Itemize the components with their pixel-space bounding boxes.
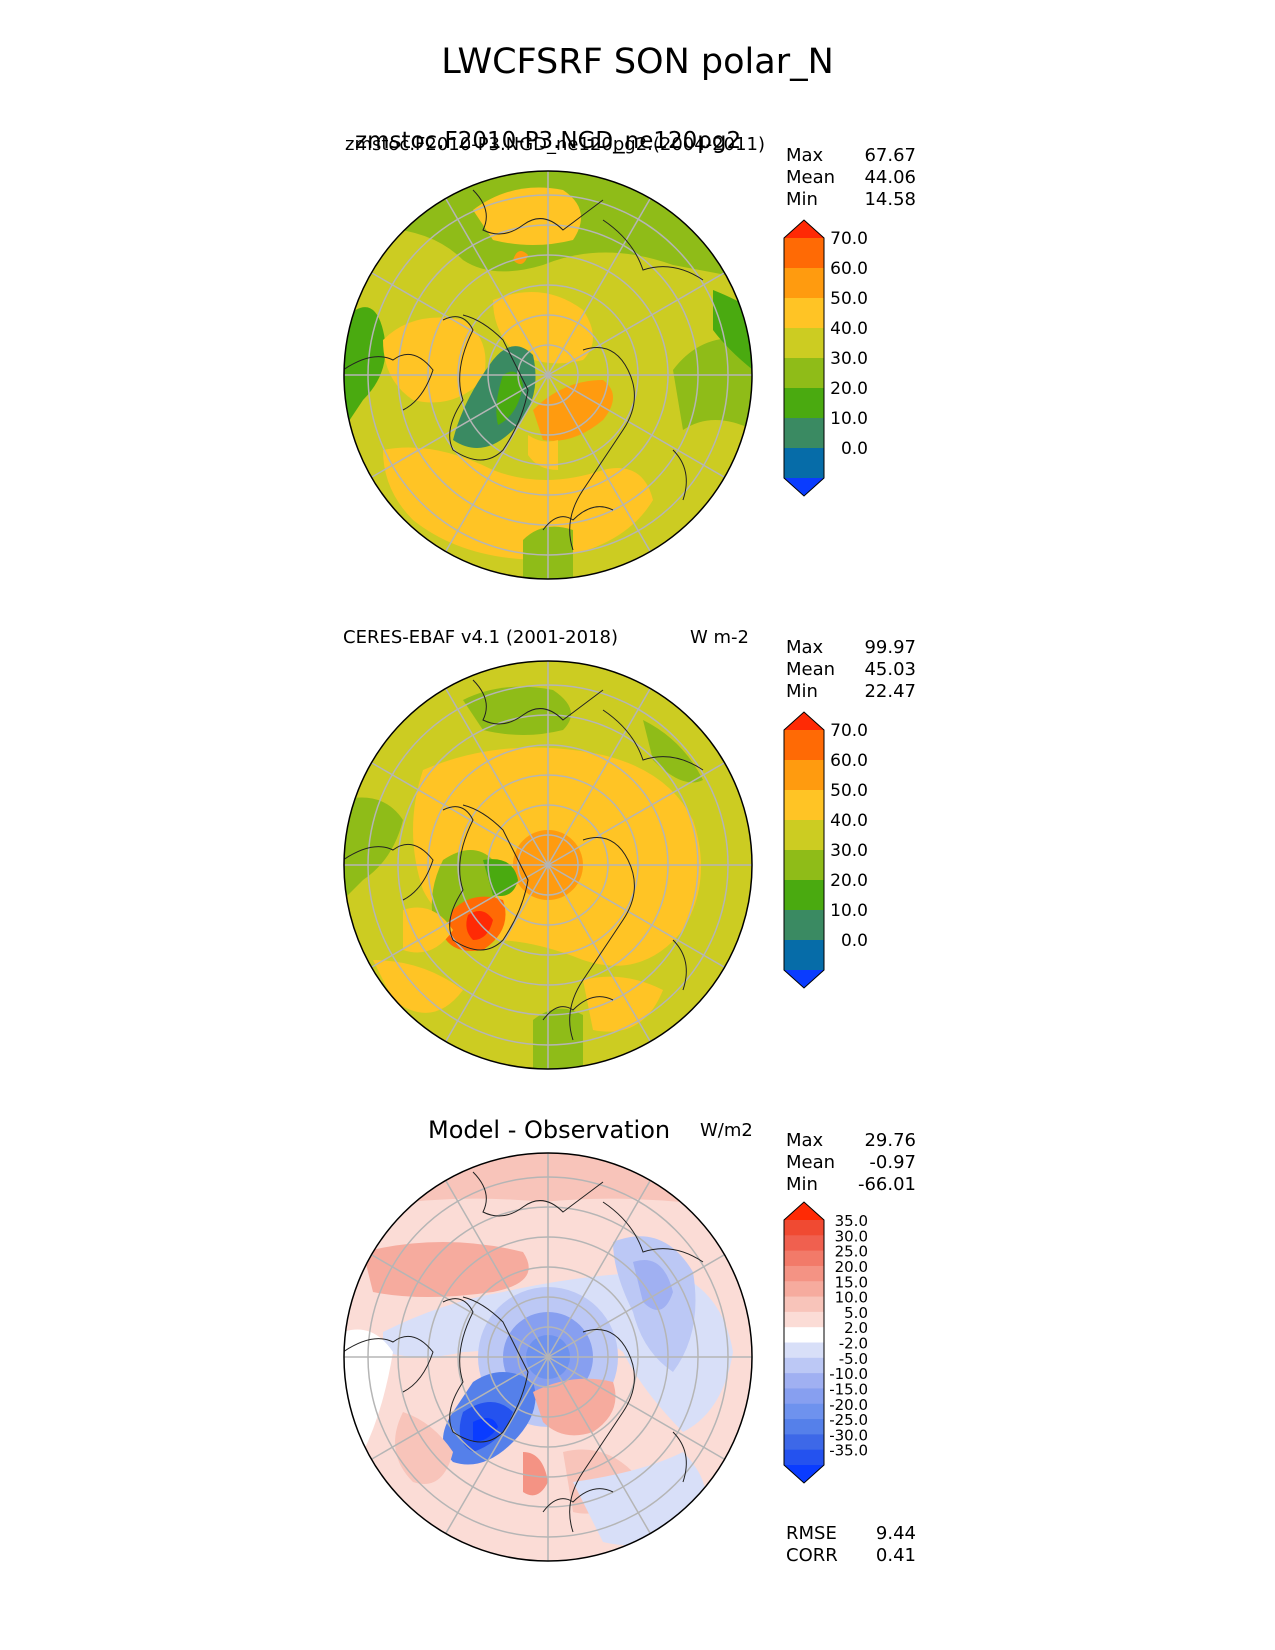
- colorbar-segment: [784, 850, 824, 881]
- colorbar-segment: [784, 1357, 824, 1374]
- colorbar-outline: [783, 219, 825, 497]
- colorbar-segment: [784, 298, 824, 329]
- colorbar-tick-label: -20.0: [829, 1396, 868, 1414]
- colorbar-tick-label: 0.0: [841, 931, 868, 951]
- colorbar-tick-label: 10.0: [835, 1289, 868, 1307]
- colorbar-segment: [784, 1419, 824, 1435]
- colorbar-tick-label: 50.0: [830, 781, 868, 801]
- panel-1-stat-mean: Mean 44.06: [786, 167, 916, 188]
- colorbar-tick-label: -30.0: [829, 1426, 868, 1444]
- colorbar-segment: [784, 1388, 824, 1405]
- panel-3-title: Model - Observation: [428, 1116, 671, 1144]
- colorbar-segment: [784, 328, 824, 359]
- colorbar-tick-label: 15.0: [835, 1273, 868, 1291]
- colorbar-segment: [784, 730, 824, 761]
- panel-1-stat-min: Min 14.58: [786, 189, 916, 210]
- panel-1-stat-max: Max 67.67: [786, 145, 916, 166]
- colorbar-extend-min: [784, 970, 824, 988]
- colorbar-segment: [784, 448, 824, 479]
- colorbar-outline: [783, 711, 825, 989]
- panel-2-stat-max: Max 99.97: [786, 637, 916, 658]
- colorbar-segment: [784, 268, 824, 299]
- colorbar-tick-label: -15.0: [829, 1380, 868, 1398]
- colorbar-segment: [784, 760, 824, 791]
- colorbar-tick-label: 60.0: [830, 751, 868, 771]
- colorbar-outline: [783, 1201, 825, 1484]
- colorbar-segment: [784, 418, 824, 449]
- colorbar-tick-label: 60.0: [830, 259, 868, 279]
- colorbar-tick-label: -5.0: [839, 1350, 868, 1368]
- panel-3-stat-corr: CORR 0.41: [786, 1545, 916, 1566]
- colorbar-segment: [784, 910, 824, 941]
- colorbar-tick-label: 80.0: [830, 218, 868, 219]
- colorbar-tick-label: 70.0: [830, 721, 868, 741]
- colorbar-tick-label: 30.0: [830, 349, 868, 369]
- panel-3-stat-mean: Mean -0.97: [786, 1152, 916, 1173]
- colorbar-tick-label: 20.0: [830, 379, 868, 399]
- panel-1-colorbar: 0.0 10.0 20.0 30.0 40.0 50.0 60.0 70.0 80.0: [783, 218, 868, 497]
- colorbar-tick-label: 5.0: [844, 1304, 868, 1322]
- colorbar-tick-label: 30.0: [835, 1227, 868, 1245]
- panel-3-colorbar: -35.0-30.0-25.0-20.0-15.0-10.0-5.0-2.02.…: [783, 1201, 868, 1484]
- colorbar-tick-label: 80.0: [830, 710, 868, 711]
- colorbar-tick-label: 10.0: [830, 901, 868, 921]
- panel-2-map: [343, 660, 753, 1070]
- colorbar-segment: [784, 388, 824, 419]
- colorbar-segment: [784, 1265, 824, 1282]
- colorbar-segment: [784, 1373, 824, 1389]
- panel-3-units: W/m2: [700, 1120, 753, 1141]
- colorbar-segment: [784, 1250, 824, 1267]
- colorbar-extend-max: [784, 1202, 824, 1220]
- panel-1-map: [343, 170, 753, 580]
- colorbar-segment: [784, 1296, 824, 1313]
- colorbar-segment: [784, 820, 824, 851]
- colorbar-segment: [784, 1342, 824, 1359]
- panel-2-stat-min: Min 22.47: [786, 681, 916, 702]
- colorbar-extend-min: [784, 478, 824, 496]
- colorbar-segment: [784, 1449, 824, 1466]
- panel-2-units: W m-2: [690, 627, 750, 648]
- colorbar-extend-max: [784, 220, 824, 238]
- colorbar-segment: [784, 940, 824, 971]
- colorbar-tick-label: 30.0: [830, 841, 868, 861]
- colorbar-tick-label: 40.0: [830, 319, 868, 339]
- colorbar-tick-label: 25.0: [835, 1243, 868, 1261]
- panel-2-colorbar: 0.0 10.0 20.0 30.0 40.0 50.0 60.0 70.0 80.0: [783, 710, 868, 989]
- colorbar-segment: [784, 1403, 824, 1420]
- colorbar-tick-label: 20.0: [835, 1258, 868, 1276]
- colorbar-tick-label: 20.0: [830, 871, 868, 891]
- colorbar-tick-label: -10.0: [829, 1365, 868, 1383]
- panel-3-stat-max: Max 29.76: [786, 1130, 916, 1151]
- colorbar-segment: [784, 238, 824, 269]
- panel-3-stat-min: Min -66.01: [786, 1174, 916, 1195]
- colorbar-extend-max: [784, 712, 824, 730]
- colorbar-tick-label: 70.0: [830, 229, 868, 249]
- panel-1-title-overprint: zmstoc.F2010-P3.NGD_ne120pg2: [355, 128, 742, 154]
- colorbar-segment: [784, 790, 824, 821]
- colorbar-segment: [784, 1281, 824, 1298]
- panel-1-title: zmstoc.F2010-P3.NGD_ne120pg2.(2004-2011): [345, 134, 766, 155]
- colorbar-tick-label: 40.0: [830, 811, 868, 831]
- colorbar-tick-label: 2.0: [844, 1319, 868, 1337]
- panel-2-title: CERES-EBAF v4.1 (2001-2018): [343, 627, 619, 648]
- figure-title: LWCFSRF SON polar_N: [441, 42, 834, 82]
- colorbar-extend-min: [784, 1465, 824, 1483]
- panel-3-stat-rmse: RMSE 9.44: [786, 1523, 916, 1544]
- colorbar-segment: [784, 1220, 824, 1236]
- colorbar-tick-label: -25.0: [829, 1411, 868, 1429]
- colorbar-tick-label: -35.0: [829, 1442, 868, 1460]
- colorbar-tick-label: 0.0: [841, 439, 868, 459]
- colorbar-segment: [784, 1311, 824, 1328]
- colorbar-segment: [784, 358, 824, 389]
- colorbar-segment: [784, 1327, 824, 1343]
- panel-3-map: [343, 1152, 753, 1562]
- colorbar-segment: [784, 1235, 824, 1252]
- panel-2-stat-mean: Mean 45.03: [786, 659, 916, 680]
- colorbar-tick-label: 35.0: [835, 1212, 868, 1230]
- colorbar-tick-label: 10.0: [830, 409, 868, 429]
- colorbar-segment: [784, 880, 824, 911]
- colorbar-tick-label: 50.0: [830, 289, 868, 309]
- colorbar-tick-label: -2.0: [839, 1335, 868, 1353]
- colorbar-segment: [784, 1434, 824, 1451]
